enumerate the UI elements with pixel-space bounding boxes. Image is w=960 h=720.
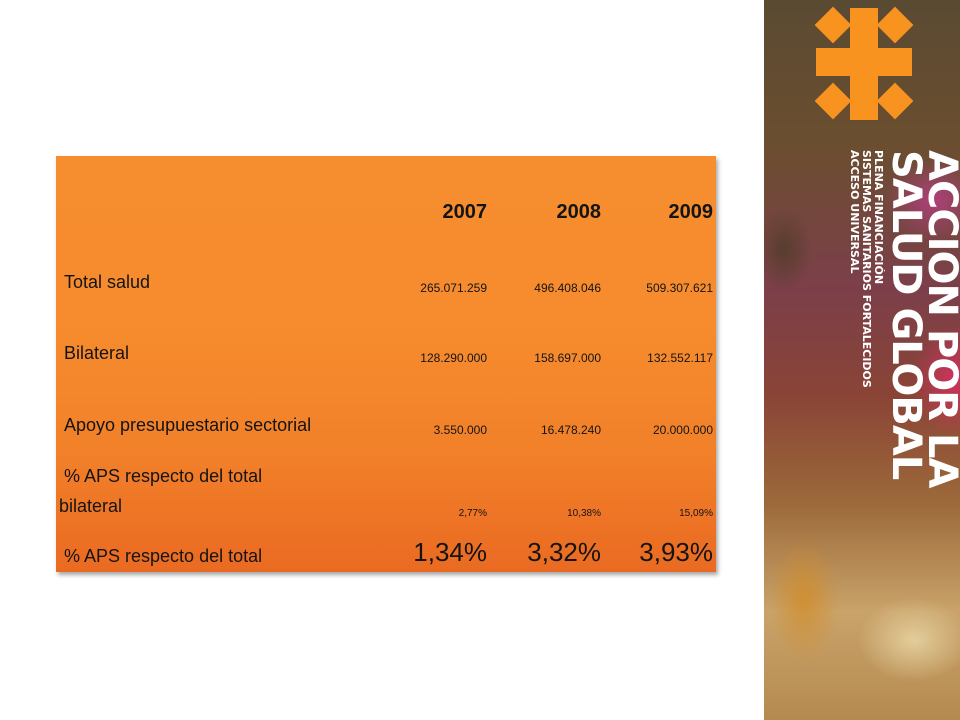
- cell-value: 265.071.259: [420, 281, 487, 295]
- campaign-banner: ACCIÓN POR LA SALUD GLOBAL PLENA FINANCI…: [764, 0, 960, 720]
- cell-value: 158.697.000: [534, 351, 601, 365]
- cell-value: 3,32%: [527, 537, 601, 567]
- cell-value: 132.552.117: [647, 351, 713, 365]
- banner-title-block: ACCIÓN POR LA SALUD GLOBAL PLENA FINANCI…: [840, 150, 960, 550]
- row-label: % APS respecto del total: [64, 546, 263, 566]
- row-label: Bilateral: [64, 343, 130, 363]
- cell-value: 496.408.046: [534, 281, 601, 295]
- banner-title-line1: ACCIÓN POR LA: [919, 150, 960, 488]
- row-label: Total salud: [64, 272, 151, 292]
- year-header: 2009: [668, 201, 714, 223]
- funding-table: 2007 2008 2009 Total salud 265.071.259 4…: [56, 156, 716, 572]
- cell-value: 10,38%: [567, 508, 601, 519]
- cell-value: 16.478.240: [540, 423, 601, 437]
- cell-value: 128.290.000: [420, 351, 487, 365]
- cross-asterisk-logo-icon: [814, 6, 914, 120]
- cell-value: 3,93%: [639, 537, 713, 567]
- cell-value: 509.307.621: [646, 281, 713, 295]
- cell-value: 1,34%: [413, 537, 487, 567]
- row-label: bilateral: [59, 496, 123, 516]
- row-label: Apoyo presupuestario sectorial: [64, 415, 312, 435]
- row-label: % APS respecto del total: [64, 466, 263, 486]
- cell-value: 20.000.000: [652, 423, 713, 437]
- cell-value: 15,09%: [679, 508, 713, 519]
- banner-subtitle-line: SISTEMAS SANITARIOS FORTALECIDOS: [860, 150, 873, 388]
- banner-title-line2: SALUD GLOBAL: [883, 150, 929, 480]
- cell-value: 3.550.000: [433, 423, 487, 437]
- banner-subtitle-line: ACCESO UNIVERSAL: [848, 150, 861, 274]
- year-header: 2008: [556, 201, 602, 223]
- year-header: 2007: [442, 201, 488, 223]
- cell-value: 2,77%: [458, 508, 487, 519]
